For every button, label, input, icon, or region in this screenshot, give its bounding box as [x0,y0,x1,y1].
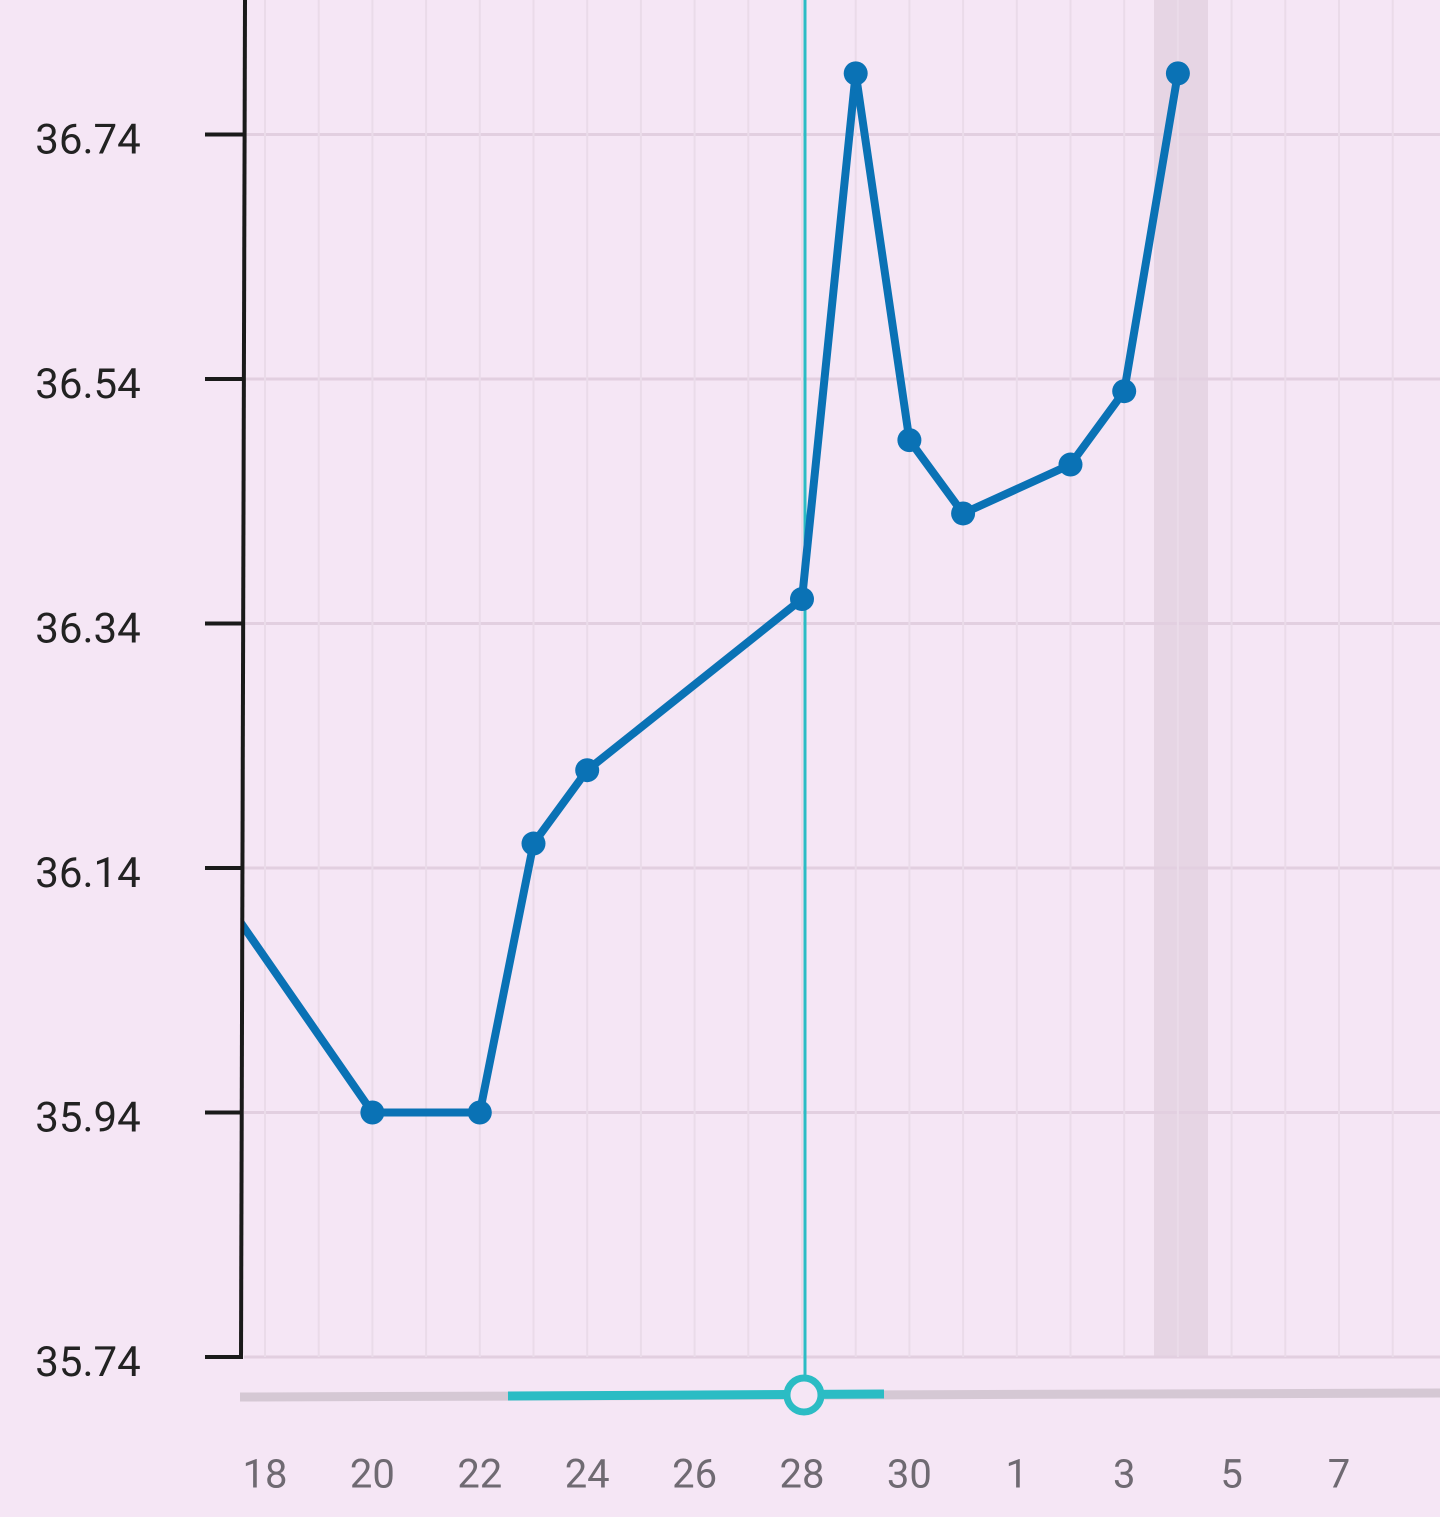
line-segment [244,920,377,1117]
y-tick-label: 35.94 [35,1094,141,1143]
x-tick-label: 18 [243,1451,288,1498]
line-segment [798,69,860,604]
line-segment [1120,69,1182,396]
line-segment [529,766,592,848]
y-tick-label: 36.34 [35,605,141,654]
x-tick-label: 3 [1113,1451,1135,1498]
line-segment [905,436,968,518]
x-tick-label: 1 [1006,1451,1028,1498]
line-segment [959,460,1075,518]
today-highlight [1154,0,1208,1357]
data-point [1165,61,1190,86]
line-segment [851,69,914,445]
y-tick-label: 35.74 [35,1338,141,1387]
x-tick-label: 26 [672,1451,717,1498]
data-point [575,758,600,783]
data-point [897,428,922,453]
slider-range[interactable] [507,1389,885,1401]
line-segment [1066,387,1129,469]
y-tick-label: 36.14 [35,849,141,898]
x-tick-label: 30 [887,1451,932,1498]
data-point [360,1100,385,1125]
data-point [790,587,814,612]
data-point [521,831,546,856]
y-tick-label: 36.54 [35,360,141,409]
x-tick-label: 22 [457,1451,502,1498]
data-point [199,868,223,892]
y-axis [239,0,247,1360]
y-tick-label: 36.74 [35,116,141,165]
x-tick-label: 20 [350,1451,395,1498]
data-point [843,61,868,86]
data-point [951,501,976,526]
label-layer: 35.74 35.94 36.14 36.34 36.54 36.74 18 20 22 24 26… [35,116,1350,1498]
data-point [1112,379,1137,404]
x-tick-label: 5 [1220,1451,1242,1498]
slider-thumb[interactable] [783,1374,825,1416]
data-point [467,1100,492,1125]
grid-layer [244,0,1440,1359]
data-point [1058,452,1083,477]
x-tick-label: 7 [1328,1451,1350,1498]
line-segment [475,839,538,1117]
x-tick-label: 28 [780,1451,825,1498]
data-layer [199,61,1190,1125]
x-tick-label: 24 [565,1451,610,1498]
line-segment [583,595,806,775]
